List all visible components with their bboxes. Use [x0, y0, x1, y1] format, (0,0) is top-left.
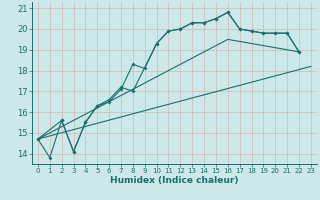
X-axis label: Humidex (Indice chaleur): Humidex (Indice chaleur) [110, 176, 239, 185]
